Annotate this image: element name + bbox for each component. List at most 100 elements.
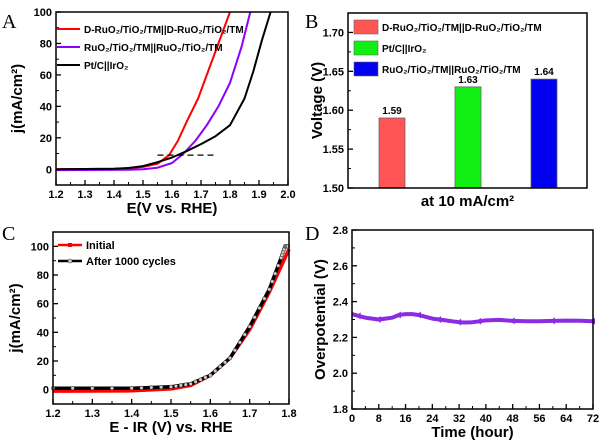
data-point	[227, 356, 233, 361]
y-tick-label: 1.70	[323, 27, 344, 39]
y-tick-label: 60	[37, 299, 49, 311]
data-point	[139, 385, 144, 390]
legend-label: Pt/C||IrO₂	[84, 61, 129, 72]
x-tick-label: 1.3	[85, 408, 100, 420]
data-point	[218, 364, 223, 369]
data-point	[129, 386, 134, 391]
y-tick-label: 80	[37, 270, 49, 282]
data-point	[276, 263, 281, 268]
bar-data-label: 1.64	[534, 67, 554, 78]
data-point	[242, 332, 247, 337]
y-axis-label: Overpotential (V)	[312, 259, 329, 380]
data-point	[70, 386, 75, 391]
x-tick-label: 1.2	[48, 189, 63, 201]
x-tick-label: 0	[349, 413, 355, 425]
data-point	[267, 287, 272, 292]
x-tick-label: 40	[480, 413, 492, 425]
y-tick-label: 1.55	[323, 144, 344, 156]
legend-label: RuO₂/TiO₂/TM||RuO₂/TiO₂/TM	[382, 65, 521, 76]
legend-swatch	[353, 40, 379, 56]
data-point	[178, 383, 183, 388]
panel-label-b: B	[305, 11, 318, 33]
y-tick-label: 2.2	[333, 332, 348, 344]
y-tick-label: 2.6	[333, 261, 348, 273]
plot-frame	[347, 12, 588, 189]
data-point	[456, 318, 462, 326]
legend-label: RuO₂/TiO₂/TM||RuO₂/TiO₂/TM	[84, 43, 223, 54]
data-point	[193, 379, 198, 384]
data-point	[213, 368, 218, 374]
legend-label: Initial	[86, 240, 115, 252]
x-tick-label: 72	[587, 413, 599, 425]
x-tick-label: 32	[453, 413, 465, 425]
data-point	[183, 382, 188, 387]
y-tick-label: 0	[46, 164, 52, 176]
x-axis-label: E(V vs. RHE)	[127, 200, 218, 217]
data-point	[257, 305, 262, 311]
y-axis-label: Voltage (V)	[309, 62, 326, 139]
x-tick-label: 24	[426, 413, 439, 425]
data-point	[237, 340, 242, 345]
x-tick-label: 1.5	[163, 408, 178, 420]
y-tick-label: 1.65	[323, 66, 344, 78]
x-tick-label: 1.8	[222, 189, 237, 201]
data-point	[222, 360, 228, 365]
y-axis-label: j(mA/cm²)	[7, 283, 24, 353]
legend-marker	[68, 243, 72, 247]
x-tick-label: 1.3	[77, 189, 92, 201]
y-tick-label: 100	[31, 241, 49, 253]
panel-a: 0 20 40 60 80 100 1.2 1.3 1.4 1.5 1.6 1.7 1.8 1.9 2.0 D…	[9, 7, 296, 217]
series-line-2	[55, 11, 252, 172]
data-point	[232, 348, 238, 353]
bar-data-label: 1.59	[382, 106, 402, 117]
bar-1	[378, 117, 406, 189]
data-point	[436, 316, 442, 323]
data-point	[188, 381, 193, 387]
data-point	[203, 375, 208, 380]
data-point	[509, 317, 515, 325]
data-point	[375, 316, 381, 323]
legend-marker	[67, 258, 73, 264]
x-tick-label: 1.9	[251, 189, 266, 201]
y-tick-label: 20	[40, 133, 52, 145]
x-tick-label: 64	[560, 413, 573, 425]
data-point	[159, 385, 164, 390]
x-tick-label: 1.7	[242, 408, 257, 420]
data-point	[208, 373, 213, 378]
panel-c: 0 20 40 60 80 100 1.2 1.3 1.4 1.5 1.6 1.7 1.8 Initial…	[7, 231, 297, 436]
plot-frame	[55, 11, 289, 186]
data-point	[247, 324, 252, 329]
bar-data-label: 1.63	[458, 75, 478, 86]
data-point	[549, 317, 555, 325]
x-tick-label: 1.7	[193, 189, 208, 201]
panel-label-a: A	[2, 11, 17, 33]
y-tick-label: 100	[34, 7, 52, 19]
panel-d: 1.8 2.0 2.2 2.4 2.6 2.8 0 8 16 24 32 40 48 56 64 72 Time…	[312, 225, 599, 441]
x-tick-label: 1.6	[203, 408, 218, 420]
legend-swatch	[353, 61, 379, 77]
legend-label: D-RuO₂/TiO₂/TM||D-RuO₂/TiO₂/TM	[382, 23, 542, 34]
bar-2	[454, 86, 482, 189]
series-line-3	[55, 11, 272, 171]
y-tick-label: 80	[40, 38, 52, 50]
plot-frame	[351, 229, 594, 410]
data-point	[168, 384, 174, 389]
panel-label-d: D	[305, 223, 319, 245]
data-point	[273, 271, 278, 276]
y-tick-label: 2.8	[333, 225, 348, 237]
legend-swatch	[353, 19, 379, 35]
x-tick-label: 56	[533, 413, 545, 425]
data-point	[109, 386, 115, 391]
data-point	[198, 377, 203, 382]
x-tick-label: 1.4	[106, 189, 122, 201]
data-point	[355, 312, 361, 320]
data-point	[90, 386, 95, 391]
x-tick-label: 1.6	[164, 189, 179, 201]
bar-3	[530, 78, 558, 189]
y-tick-label: 2.0	[333, 368, 348, 380]
x-axis-label: E - IR (V) vs. RHE	[109, 419, 232, 436]
x-tick-label: 48	[507, 413, 519, 425]
y-tick-label: 2.4	[333, 297, 349, 309]
data-point	[173, 383, 179, 389]
x-axis-label: at 10 mA/cm²	[421, 193, 514, 210]
